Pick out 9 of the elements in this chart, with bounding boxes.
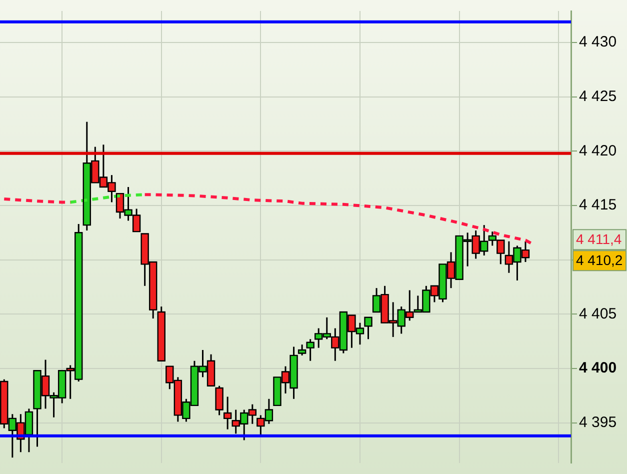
text: 4 411,4 bbox=[576, 230, 622, 247]
y-tick-label: 4 430 bbox=[579, 34, 617, 51]
y-tick-label: 4 420 bbox=[579, 142, 617, 160]
y-tick-label: 4 425 bbox=[579, 88, 617, 105]
y-tick-label: 4 415 bbox=[579, 196, 617, 214]
y-tick-label: 4 400 bbox=[579, 360, 617, 377]
y-tick-label: 4 395 bbox=[579, 414, 617, 431]
text: 4 410,2 bbox=[576, 252, 623, 268]
y-tick-label: 4 405 bbox=[579, 305, 617, 322]
